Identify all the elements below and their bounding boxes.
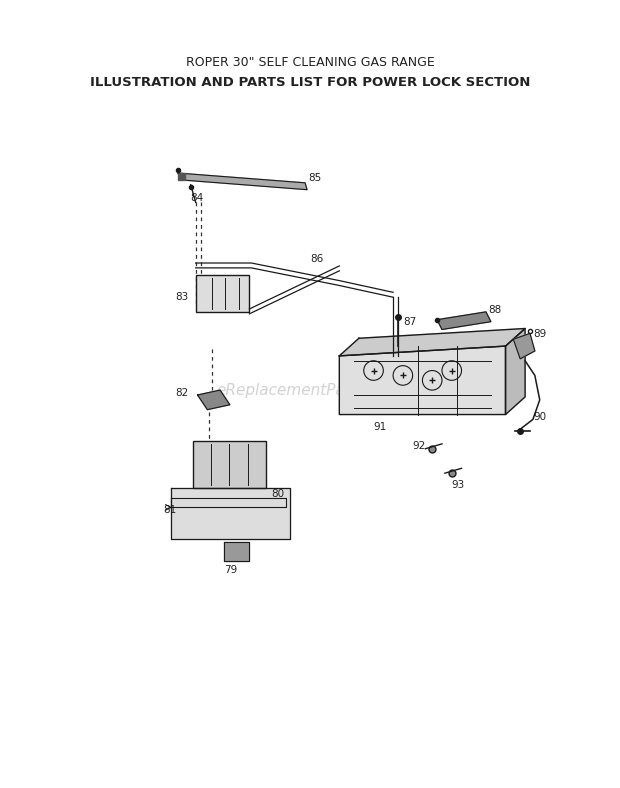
- Text: 90: 90: [533, 412, 546, 422]
- Polygon shape: [513, 333, 535, 359]
- Text: 84: 84: [191, 192, 204, 203]
- Polygon shape: [178, 173, 185, 180]
- Polygon shape: [178, 173, 307, 190]
- Text: 81: 81: [163, 505, 177, 515]
- Text: ROPER 30" SELF CLEANING GAS RANGE: ROPER 30" SELF CLEANING GAS RANGE: [185, 56, 435, 69]
- Text: 85: 85: [308, 173, 321, 183]
- Text: 91: 91: [373, 422, 387, 433]
- Text: 87: 87: [403, 317, 416, 327]
- Text: 83: 83: [175, 292, 188, 303]
- Text: eReplacementParts.com: eReplacementParts.com: [216, 383, 404, 398]
- Polygon shape: [437, 312, 491, 329]
- Text: ILLUSTRATION AND PARTS LIST FOR POWER LOCK SECTION: ILLUSTRATION AND PARTS LIST FOR POWER LO…: [90, 76, 530, 88]
- Polygon shape: [339, 329, 525, 356]
- Polygon shape: [171, 488, 290, 539]
- Polygon shape: [171, 498, 286, 507]
- Polygon shape: [198, 390, 230, 410]
- Polygon shape: [224, 541, 249, 561]
- Polygon shape: [339, 346, 505, 414]
- Bar: [196, 275, 249, 312]
- Text: 86: 86: [310, 254, 323, 264]
- Text: 93: 93: [452, 480, 465, 490]
- Text: 89: 89: [533, 329, 546, 340]
- Text: 79: 79: [224, 565, 237, 575]
- Text: 92: 92: [413, 440, 426, 451]
- Text: 88: 88: [488, 305, 501, 315]
- Bar: [193, 441, 266, 488]
- Text: 80: 80: [271, 489, 284, 499]
- Polygon shape: [505, 329, 525, 414]
- Text: 82: 82: [175, 388, 188, 398]
